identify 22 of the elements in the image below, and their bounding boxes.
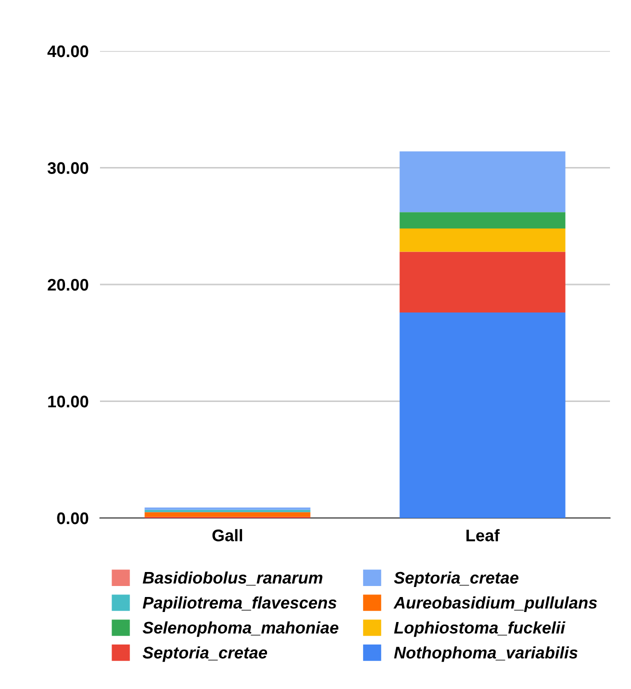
bar: [400, 312, 566, 518]
legend-label: Nothophoma_variabilis: [394, 646, 578, 662]
bar: [144, 512, 310, 517]
bar: [400, 252, 566, 313]
y-tick-label: 20.00: [48, 278, 88, 291]
bar: [400, 151, 566, 212]
legend-label: Lophiostoma_fuckelii: [394, 621, 566, 637]
legend-label: Papiliotrema_flavescens: [142, 596, 336, 612]
legend-label: Selenophoma_mahoniae: [142, 621, 338, 637]
bar: [144, 507, 310, 510]
x-tick-label: Leaf: [466, 529, 500, 542]
legend-label: Septoria_cretae: [394, 571, 518, 587]
legend-label: Septoria_cretae: [142, 646, 268, 662]
y-tick-label: 40.00: [47, 45, 88, 58]
y-tick-label: 30.00: [48, 162, 88, 174]
y-tick-label: 10.00: [48, 396, 88, 408]
legend-label: Aureobasidium_pullulans: [393, 596, 597, 612]
bar: [400, 212, 566, 228]
bar: [400, 228, 566, 252]
legend-label: Basidiobolus_ranarum: [142, 571, 322, 586]
y-tick-label: 0.00: [57, 512, 88, 524]
x-tick-label: Gall: [212, 529, 242, 542]
